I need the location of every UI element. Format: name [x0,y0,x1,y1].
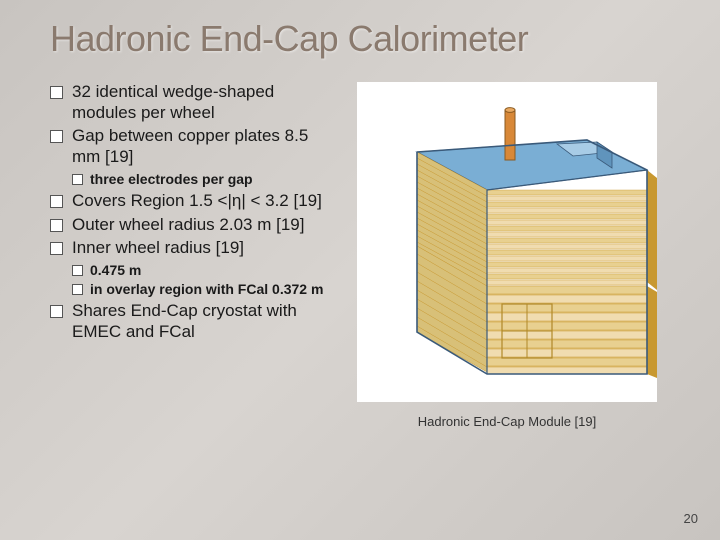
slide: Hadronic End-Cap Calorimeter 32 identica… [0,0,720,540]
diagram-caption: Hadronic End-Cap Module [19] [418,414,597,429]
image-column: Hadronic End-Cap Module [19] [344,82,670,429]
bullet-list: 32 identical wedge-shaped modules per wh… [50,82,330,343]
module-svg [357,82,657,402]
text-column: 32 identical wedge-shaped modules per wh… [50,82,330,429]
sub-bullet-item: 0.475 m [72,262,330,279]
content-row: 32 identical wedge-shaped modules per wh… [50,82,670,429]
bullet-item: 32 identical wedge-shaped modules per wh… [50,82,330,123]
sub-bullet-item: three electrodes per gap [72,171,330,188]
module-diagram [357,82,657,402]
bullet-item: Gap between copper plates 8.5 mm [19] th… [50,126,330,188]
bullet-text: Inner wheel radius [19] [72,238,244,257]
bullet-item: Shares End-Cap cryostat with EMEC and FC… [50,301,330,342]
bullet-item: Covers Region 1.5 <|η| < 3.2 [19] [50,191,330,212]
bullet-text: Gap between copper plates 8.5 mm [19] [72,126,308,166]
sub-list: 0.475 m in overlay region with FCal 0.37… [72,262,330,298]
bullet-item: Inner wheel radius [19] 0.475 m in overl… [50,238,330,298]
sub-list: three electrodes per gap [72,171,330,188]
bullet-item: Outer wheel radius 2.03 m [19] [50,215,330,236]
sub-bullet-item: in overlay region with FCal 0.372 m [72,281,330,298]
page-number: 20 [684,511,698,526]
page-title: Hadronic End-Cap Calorimeter [50,18,670,60]
